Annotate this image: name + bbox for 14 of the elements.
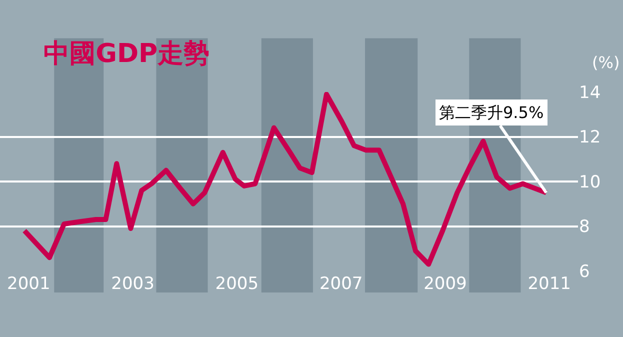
- x-tick-label: 2003: [111, 274, 154, 294]
- x-tick-label: 2001: [7, 274, 50, 294]
- y-tick-label: 14: [579, 82, 601, 103]
- y-tick-label: 6: [579, 262, 590, 282]
- annotation: 第二季升9.5%: [439, 103, 544, 122]
- x-tick-label: 2007: [319, 274, 363, 294]
- x-tick-label: 2011: [528, 274, 571, 294]
- x-tick-label: 2005: [215, 274, 259, 294]
- y-axis-title: (%): [592, 53, 620, 72]
- y-tick-label: 10: [579, 172, 601, 192]
- y-tick-label: 8: [579, 217, 590, 238]
- chart-title: 中國GDP走勢: [44, 39, 210, 70]
- x-tick-label: 2009: [424, 274, 467, 294]
- y-tick-label: 12: [579, 128, 601, 148]
